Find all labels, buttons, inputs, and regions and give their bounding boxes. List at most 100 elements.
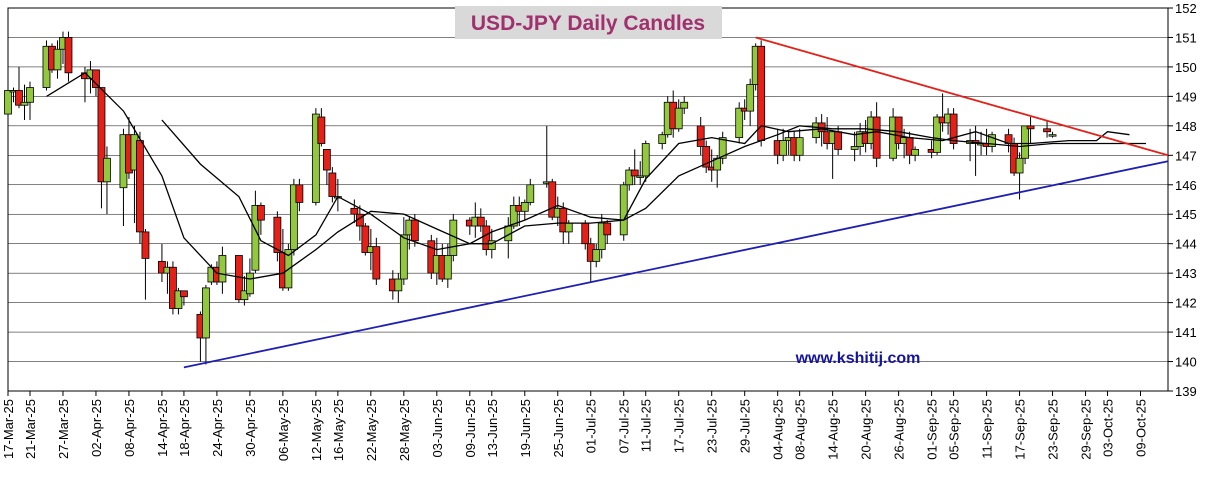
candle-down xyxy=(97,87,106,209)
candle-body xyxy=(680,101,689,109)
x-tick-label: 11-Sep-25 xyxy=(980,399,995,459)
candle-up xyxy=(4,87,12,118)
candle-body xyxy=(526,184,535,203)
y-tick-label: 143 xyxy=(1175,266,1197,281)
candle-body xyxy=(487,240,496,250)
candle-body xyxy=(872,116,881,159)
candle-body xyxy=(482,225,491,250)
y-tick-label: 147 xyxy=(1175,148,1197,163)
candle-down xyxy=(476,208,485,232)
y-tick-label: 150 xyxy=(1175,60,1197,75)
candle-up xyxy=(911,146,920,162)
candle-down xyxy=(702,140,711,173)
y-tick-label: 151 xyxy=(1175,30,1197,45)
x-tick-label: 16-May-25 xyxy=(331,399,346,461)
x-tick-label: 09-Jun-25 xyxy=(463,399,478,458)
candle-up xyxy=(641,140,650,182)
candle-body xyxy=(256,204,265,221)
candle-up xyxy=(1021,125,1029,165)
candle-up xyxy=(311,108,320,206)
candle-up xyxy=(443,243,452,288)
y-axis-ticks: 139 140 141 142 143 144 145 146 147 148 149 150 151 1… xyxy=(1168,1,1197,399)
candle-body xyxy=(702,146,711,168)
candle-body xyxy=(619,184,628,236)
indicator-lines xyxy=(46,36,1169,369)
candle-up xyxy=(619,181,628,241)
candle-up xyxy=(394,273,403,303)
candle-down xyxy=(350,199,359,224)
y-tick-label: 141 xyxy=(1175,325,1197,340)
x-tick-label: 02-Apr-25 xyxy=(89,399,104,457)
candle-body xyxy=(1015,157,1024,174)
candle-body xyxy=(674,107,683,130)
candle-body xyxy=(20,101,29,106)
x-tick-label: 17-Mar-25 xyxy=(1,399,16,459)
x-tick-label: 29-Jul-25 xyxy=(738,399,753,453)
candle-body xyxy=(658,134,667,144)
candle-up xyxy=(658,131,667,150)
x-tick-label: 04-Aug-25 xyxy=(771,399,786,460)
chart-title: USD-JPY Daily Candles xyxy=(471,12,705,35)
candle-down xyxy=(603,220,612,244)
plot-area xyxy=(7,7,1169,392)
candle-down xyxy=(169,261,177,315)
y-tick-label: 149 xyxy=(1175,89,1197,104)
y-tick-label: 145 xyxy=(1175,207,1197,222)
x-tick-label: 06-May-25 xyxy=(276,399,291,461)
candle-body xyxy=(636,175,645,178)
x-tick-label: 08-Aug-25 xyxy=(793,399,808,460)
candle-body xyxy=(4,90,12,115)
candle-body xyxy=(289,184,298,250)
x-tick-label: 23-Jul-25 xyxy=(705,399,720,453)
candle-body xyxy=(174,290,183,309)
candle-down xyxy=(757,40,766,147)
candle-up xyxy=(636,161,645,185)
candle-body xyxy=(399,234,408,280)
candle-body xyxy=(476,216,485,227)
y-tick-label: 142 xyxy=(1175,296,1197,311)
x-tick-label: 03-Jun-25 xyxy=(430,399,445,458)
x-tick-label: 20-Aug-25 xyxy=(859,399,874,460)
x-tick-label: 07-Jul-25 xyxy=(617,399,632,453)
y-tick-label: 148 xyxy=(1175,119,1197,134)
candle-down xyxy=(548,178,557,221)
support-trendline xyxy=(183,160,1169,369)
candle-up xyxy=(245,258,254,297)
candle-up xyxy=(718,131,727,165)
candle-up xyxy=(526,178,535,206)
candle-body xyxy=(92,69,100,88)
x-tick-label: 25-Jun-25 xyxy=(551,399,566,458)
x-tick-label: 30-Apr-25 xyxy=(243,399,258,457)
candle-body xyxy=(949,113,958,144)
candle-body xyxy=(630,169,639,177)
watermark-link[interactable]: www.kshitij.com xyxy=(795,350,921,367)
candle-up xyxy=(746,78,755,126)
x-tick-label: 14-Aug-25 xyxy=(826,399,841,460)
moving-average-slow xyxy=(46,71,1146,280)
candle-body xyxy=(245,272,254,295)
candle-up xyxy=(625,167,634,191)
candle-body xyxy=(1026,125,1035,130)
candle-body xyxy=(520,202,529,212)
candle-down xyxy=(136,131,144,244)
candle-body xyxy=(394,278,403,292)
candle-down xyxy=(696,117,705,156)
candle-body xyxy=(988,134,996,147)
candle-body xyxy=(240,290,249,301)
candle-up xyxy=(795,128,804,162)
x-tick-label: 11-Jul-25 xyxy=(639,399,654,452)
candle-body xyxy=(834,131,843,150)
candle-body xyxy=(328,172,337,197)
candle-body xyxy=(564,222,573,233)
x-tick-label: 09-Oct-25 xyxy=(1134,399,1149,457)
candle-up xyxy=(988,131,996,153)
candle-body xyxy=(169,266,177,309)
candle-down xyxy=(317,108,326,147)
candle-down xyxy=(1043,119,1051,138)
candle-body xyxy=(850,146,859,150)
candle-down xyxy=(64,31,73,82)
candle-down xyxy=(1026,117,1035,144)
candle-body xyxy=(779,140,788,156)
x-tick-label: 08-Apr-25 xyxy=(122,399,137,457)
